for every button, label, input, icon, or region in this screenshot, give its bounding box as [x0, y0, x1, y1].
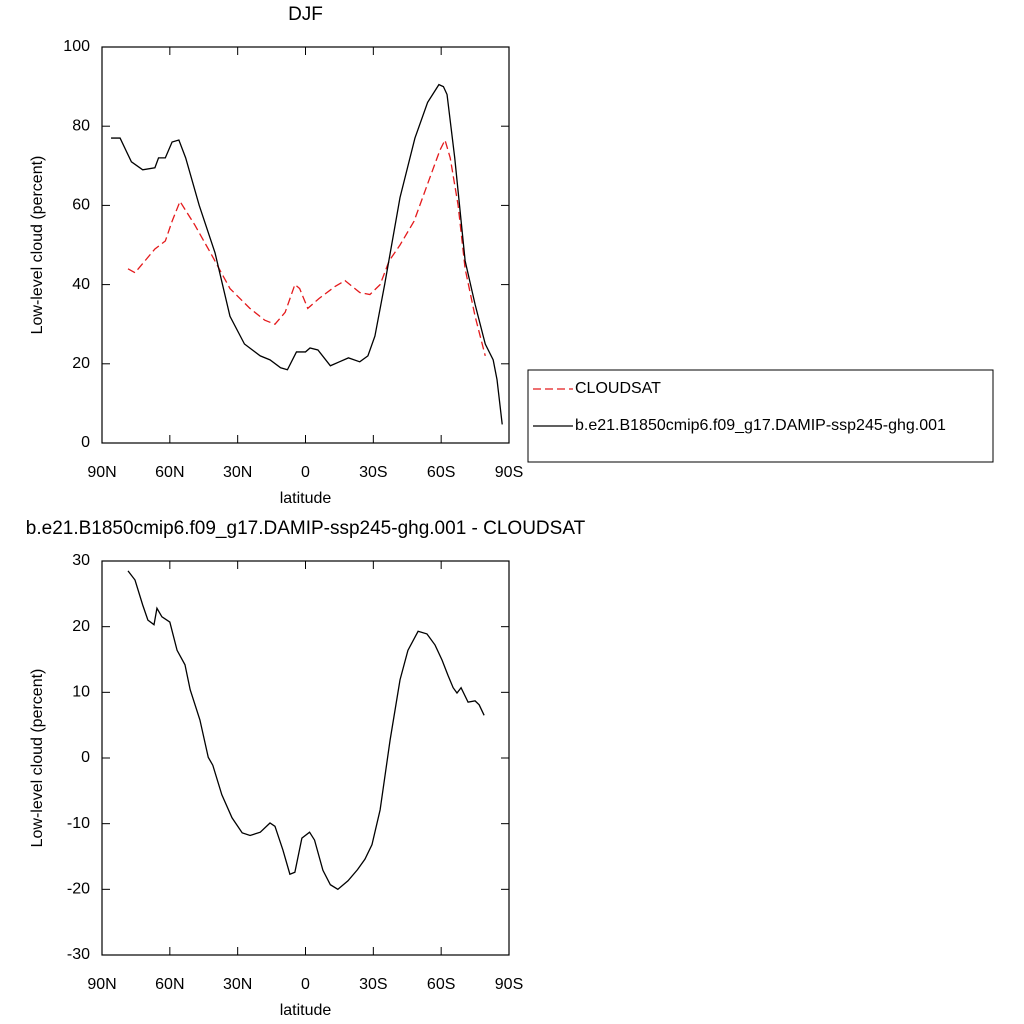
x-tick-label: 60S: [427, 976, 455, 993]
x-tick-label: 30S: [359, 976, 387, 993]
plot-frame: [101, 46, 510, 444]
y-tick-label: 0: [81, 749, 90, 766]
y-axis-label: Low-level cloud (percent): [29, 669, 46, 848]
x-tick-label: 0: [301, 464, 310, 481]
chart-title: DJF: [288, 4, 323, 25]
y-tick-label: 20: [72, 355, 90, 372]
series-line: [127, 138, 486, 357]
x-tick-label: 90N: [87, 976, 116, 993]
plot-frame: [101, 560, 510, 956]
y-tick-label: 30: [72, 552, 90, 569]
y-axis-label: Low-level cloud (percent): [29, 156, 46, 335]
y-tick-label: -30: [67, 946, 90, 963]
y-tick-label: 60: [72, 197, 90, 214]
x-tick-label: 90N: [87, 464, 116, 481]
x-tick-label: 30S: [359, 464, 387, 481]
y-tick-label: -10: [67, 815, 90, 832]
x-tick-label: 60N: [155, 464, 184, 481]
legend-box: [527, 369, 994, 463]
x-axis-label: latitude: [280, 490, 332, 507]
y-tick-label: 80: [72, 117, 90, 134]
y-tick-label: 10: [72, 684, 90, 701]
x-tick-label: 60S: [427, 464, 455, 481]
x-tick-label: 30N: [223, 976, 252, 993]
y-tick-label: 20: [72, 618, 90, 635]
legend-label: CLOUDSAT: [575, 380, 661, 397]
x-tick-label: 90S: [495, 464, 523, 481]
x-tick-label: 90S: [495, 976, 523, 993]
y-tick-label: 100: [63, 38, 90, 55]
chart-title: b.e21.B1850cmip6.f09_g17.DAMIP-ssp245-gh…: [26, 518, 586, 539]
y-tick-label: 0: [81, 434, 90, 451]
series-line: [127, 570, 485, 891]
x-tick-label: 60N: [155, 976, 184, 993]
legend-label: b.e21.B1850cmip6.f09_g17.DAMIP-ssp245-gh…: [575, 417, 946, 434]
x-tick-label: 0: [301, 976, 310, 993]
x-tick-label: 30N: [223, 464, 252, 481]
y-tick-label: 40: [72, 276, 90, 293]
series-line: [111, 83, 503, 425]
x-axis-label: latitude: [280, 1002, 332, 1019]
y-tick-label: -20: [67, 881, 90, 898]
